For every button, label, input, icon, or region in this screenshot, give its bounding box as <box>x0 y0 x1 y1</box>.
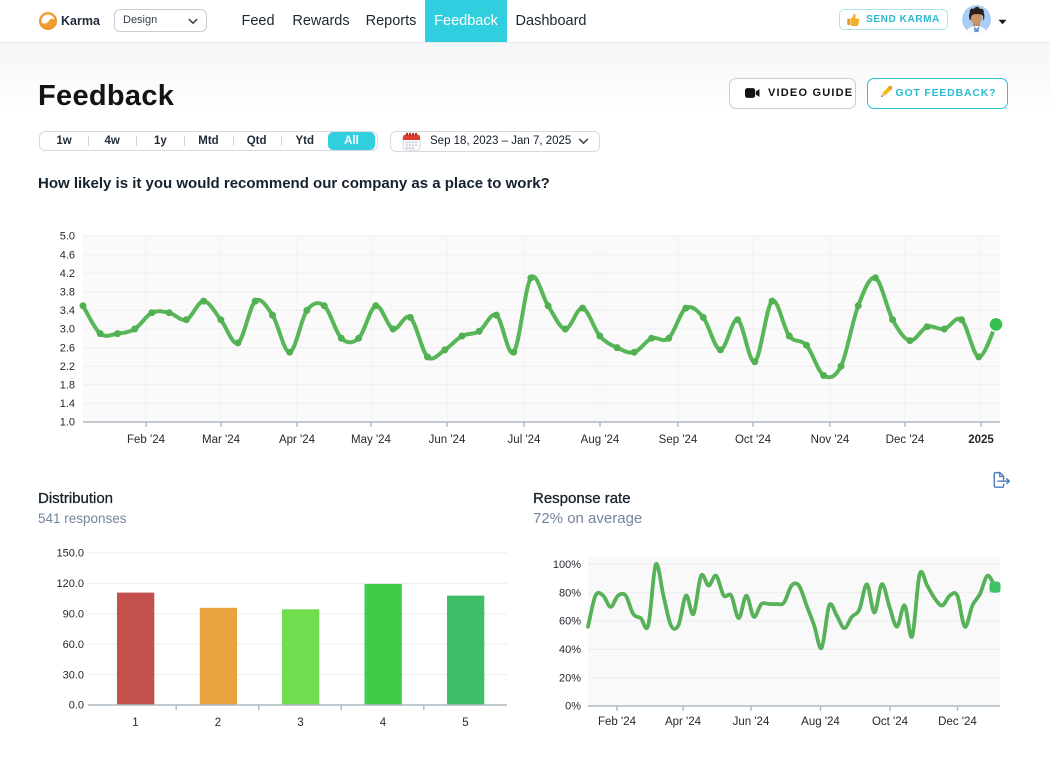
svg-text:4.6: 4.6 <box>60 249 75 261</box>
svg-text:Dec '24: Dec '24 <box>938 716 977 728</box>
svg-text:Jun '24: Jun '24 <box>733 716 770 728</box>
svg-text:30.0: 30.0 <box>63 669 84 681</box>
svg-text:2025: 2025 <box>968 434 994 446</box>
svg-text:3.8: 3.8 <box>60 287 75 299</box>
svg-text:4.2: 4.2 <box>60 268 75 280</box>
svg-text:3.4: 3.4 <box>60 305 75 317</box>
svg-text:3.0: 3.0 <box>60 324 75 336</box>
svg-text:150.0: 150.0 <box>56 548 84 560</box>
svg-text:2: 2 <box>215 717 221 729</box>
svg-text:Aug '24: Aug '24 <box>801 716 840 728</box>
svg-text:60.0: 60.0 <box>63 639 84 651</box>
svg-text:Feb '24: Feb '24 <box>127 434 166 446</box>
svg-text:3: 3 <box>297 717 303 729</box>
svg-text:Aug '24: Aug '24 <box>581 434 620 446</box>
svg-text:1: 1 <box>132 717 138 729</box>
svg-text:Feb '24: Feb '24 <box>598 716 637 728</box>
svg-text:May '24: May '24 <box>351 434 392 446</box>
svg-text:40%: 40% <box>559 644 581 656</box>
svg-text:Mar '24: Mar '24 <box>202 434 241 446</box>
svg-text:100%: 100% <box>553 559 581 571</box>
svg-text:Dec '24: Dec '24 <box>886 434 925 446</box>
svg-text:80%: 80% <box>559 587 581 599</box>
svg-text:Jun '24: Jun '24 <box>429 434 466 446</box>
svg-text:0.0: 0.0 <box>69 700 84 712</box>
svg-text:Oct '24: Oct '24 <box>872 716 909 728</box>
svg-text:2.6: 2.6 <box>60 342 75 354</box>
svg-text:120.0: 120.0 <box>56 578 84 590</box>
svg-text:1.4: 1.4 <box>60 398 75 410</box>
svg-text:Apr '24: Apr '24 <box>279 434 316 446</box>
svg-text:Sep '24: Sep '24 <box>659 434 698 446</box>
svg-text:Oct '24: Oct '24 <box>735 434 772 446</box>
svg-text:Jul '24: Jul '24 <box>508 434 541 446</box>
svg-text:2.2: 2.2 <box>60 361 75 373</box>
svg-text:5.0: 5.0 <box>60 231 75 243</box>
svg-text:20%: 20% <box>559 672 581 684</box>
svg-text:Nov '24: Nov '24 <box>811 434 850 446</box>
svg-text:4: 4 <box>380 717 387 729</box>
svg-text:90.0: 90.0 <box>63 609 84 621</box>
svg-text:1.8: 1.8 <box>60 380 75 392</box>
svg-text:60%: 60% <box>559 616 581 628</box>
svg-text:0%: 0% <box>565 701 581 713</box>
svg-text:Apr '24: Apr '24 <box>665 716 702 728</box>
svg-text:5: 5 <box>462 717 468 729</box>
svg-text:1.0: 1.0 <box>60 417 75 429</box>
